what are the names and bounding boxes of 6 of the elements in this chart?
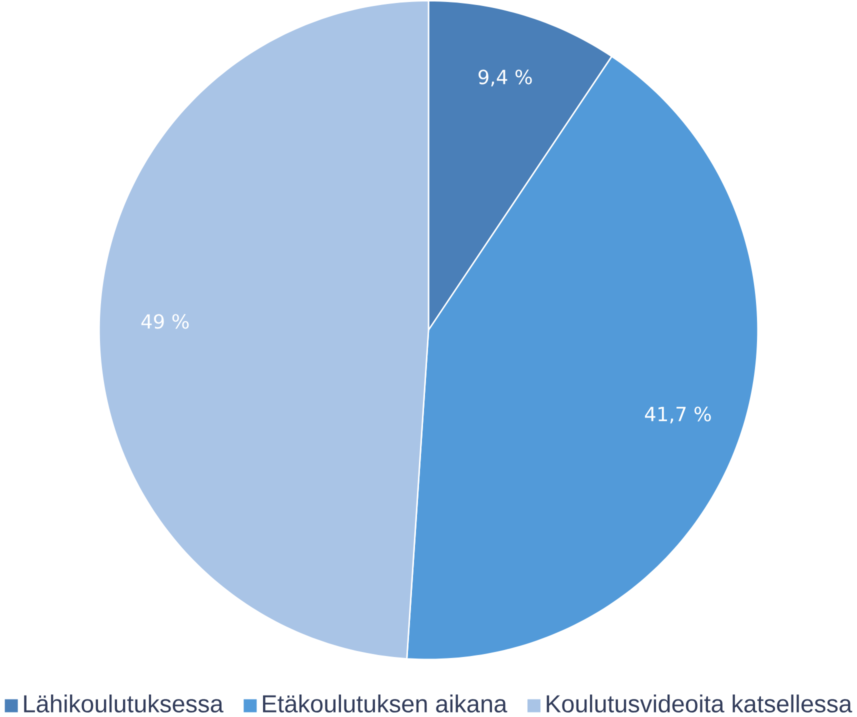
- legend-label: Etäkoulutuksen aikana: [263, 694, 508, 712]
- data-label: 9,4 %: [478, 70, 532, 86]
- data-label: 41,7 %: [644, 406, 711, 424]
- legend-label: Koulutusvideoita katsellessa: [546, 694, 852, 712]
- data-label: 49 %: [141, 314, 189, 329]
- legend-label: Lähikoulutuksessa: [24, 694, 224, 712]
